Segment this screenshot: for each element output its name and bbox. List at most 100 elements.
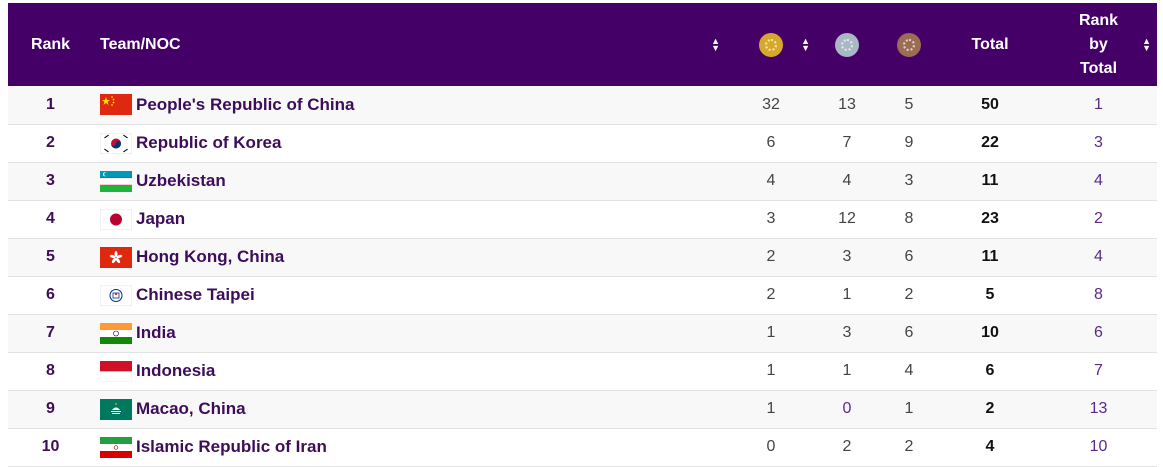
gold-count: 0 (766, 438, 776, 455)
gold-header[interactable]: ▲ ▼ (726, 3, 816, 86)
table-row: 5 Hong Kong, China 2 3 6 11 4 (8, 238, 1157, 276)
table-row: 2 Republic of Korea 6 7 9 22 3 (8, 124, 1157, 162)
chinese-taipei-flag-icon (100, 284, 132, 306)
rank-by-total-cell: 2 (1094, 210, 1103, 227)
team-name-link[interactable]: Japan (136, 209, 186, 228)
bronze-count: 6 (904, 248, 914, 265)
total-count: 22 (981, 134, 999, 151)
rank-by-total-cell: 4 (1094, 172, 1103, 189)
team-cell: Islamic Republic of Iran (93, 428, 726, 466)
team-cell: Macao, China (93, 390, 726, 428)
team-name-link[interactable]: Chinese Taipei (136, 285, 255, 304)
silver-count: 12 (838, 210, 856, 227)
total-header-label: Total (971, 35, 1009, 53)
table-row: 7 India 1 3 6 10 6 (8, 314, 1157, 352)
team-name-link[interactable]: Republic of Korea (136, 133, 282, 152)
team-name-link[interactable]: People's Republic of China (136, 94, 355, 114)
total-count: 23 (981, 210, 999, 227)
team-cell: Indonesia (93, 352, 726, 390)
gold-count: 2 (766, 248, 776, 265)
silver-header[interactable] (816, 3, 878, 86)
silver-count: 13 (838, 95, 856, 113)
bronze-count: 3 (904, 172, 914, 189)
bronze-header[interactable] (878, 3, 940, 86)
rank-cell: 7 (46, 324, 55, 341)
korea-flag-icon (100, 132, 132, 154)
silver-count: 2 (842, 438, 852, 455)
rank-by-total-cell: 10 (1089, 438, 1108, 455)
total-count: 5 (985, 286, 995, 303)
silver-count: 1 (842, 362, 852, 379)
bronze-medal-icon (897, 32, 921, 57)
total-header[interactable]: Total (940, 3, 1040, 86)
team-name-link[interactable]: Islamic Republic of Iran (136, 437, 327, 456)
total-count: 11 (981, 248, 999, 265)
rank-by-total-cell: 13 (1089, 400, 1108, 417)
rank-by-total-label-3: Total (1079, 59, 1118, 77)
bronze-count: 8 (904, 210, 914, 227)
team-name-link[interactable]: Hong Kong, China (136, 247, 285, 266)
gold-count: 1 (766, 362, 776, 379)
bronze-count: 5 (904, 95, 914, 113)
team-header[interactable]: Team/NOC ▲ ▼ (93, 3, 726, 86)
rank-by-total-cell: 1 (1094, 95, 1103, 113)
sort-icon[interactable]: ▲ ▼ (711, 35, 720, 53)
total-count: 6 (985, 362, 995, 379)
sort-icon[interactable]: ▲ ▼ (1142, 35, 1151, 53)
medal-table-container: Rank Team/NOC ▲ ▼ ▲ ▼ Total Rank by Total … (8, 3, 1157, 467)
rank-cell: 4 (46, 210, 55, 227)
silver-count: 4 (842, 172, 852, 189)
team-cell: Uzbekistan (93, 162, 726, 200)
team-name-link[interactable]: India (136, 323, 176, 342)
iran-flag-icon (100, 436, 132, 458)
table-row: 6 Chinese Taipei 2 1 2 5 8 (8, 276, 1157, 314)
team-cell: Hong Kong, China (93, 238, 726, 276)
sort-icon[interactable]: ▲ ▼ (801, 35, 810, 53)
team-cell: Chinese Taipei (93, 276, 726, 314)
uzbekistan-flag-icon (100, 170, 132, 192)
silver-count: 1 (842, 286, 852, 303)
table-row: 4 Japan 3 12 8 23 2 (8, 200, 1157, 238)
total-count: 11 (981, 172, 999, 189)
bronze-count: 2 (904, 286, 914, 303)
silver-count: 3 (842, 248, 852, 265)
rank-cell: 1 (46, 95, 55, 113)
rank-by-total-cell: 3 (1094, 134, 1103, 151)
gold-count: 1 (766, 324, 776, 341)
gold-count: 32 (762, 95, 780, 113)
rank-by-total-cell: 4 (1094, 248, 1103, 265)
gold-count: 6 (766, 134, 776, 151)
bronze-count: 9 (904, 134, 914, 151)
gold-count: 3 (766, 210, 776, 227)
rank-cell: 5 (46, 248, 55, 265)
table-row: 10 Islamic Republic of Iran 0 2 2 4 10 (8, 428, 1157, 466)
table-row: 1 People's Republic of China 32 13 5 50 1 (8, 86, 1157, 124)
india-flag-icon (100, 322, 132, 344)
rank-header[interactable]: Rank (8, 3, 93, 86)
team-cell: People's Republic of China (93, 86, 726, 124)
team-name-link[interactable]: Uzbekistan (136, 171, 226, 190)
indonesia-flag-icon (100, 360, 132, 382)
bronze-count: 6 (904, 324, 914, 341)
japan-flag-icon (100, 208, 132, 230)
rank-cell: 2 (46, 134, 55, 151)
silver-count: 7 (842, 134, 852, 151)
china-flag-icon (100, 94, 132, 116)
rank-by-total-label-1: Rank (1078, 11, 1119, 29)
table-header-row: Rank Team/NOC ▲ ▼ ▲ ▼ Total Rank by Total … (8, 3, 1157, 86)
rank-by-total-label-2: by (1089, 35, 1108, 53)
rank-cell: 9 (46, 400, 55, 417)
table-body: 1 People's Republic of China 32 13 5 50 1 2 Repu… (8, 86, 1157, 466)
gold-count: 4 (766, 172, 776, 189)
total-count: 50 (981, 95, 999, 113)
team-header-label: Team/NOC (100, 35, 181, 53)
silver-medal-icon (835, 32, 859, 57)
silver-count: 3 (842, 324, 852, 341)
rank-by-total-cell: 7 (1094, 362, 1103, 379)
gold-count: 2 (766, 286, 776, 303)
gold-medal-icon (759, 32, 783, 57)
gold-count: 1 (766, 400, 776, 417)
team-name-link[interactable]: Macao, China (136, 399, 246, 418)
team-name-link[interactable]: Indonesia (136, 361, 216, 380)
rank-by-total-header[interactable]: Rank by Total ▲ ▼ (1040, 3, 1157, 86)
